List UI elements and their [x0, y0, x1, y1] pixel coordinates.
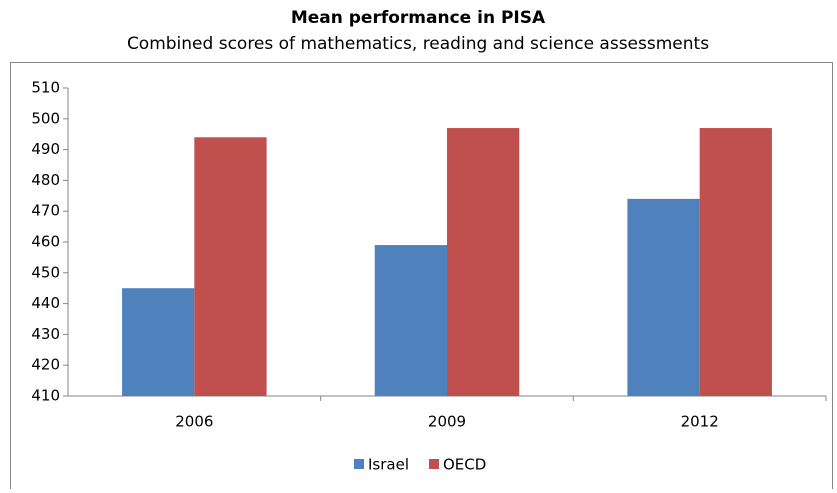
y-tick-label: 470 [31, 202, 60, 220]
y-tick-label: 440 [31, 294, 60, 312]
y-tick-label: 460 [31, 233, 60, 251]
y-tick-label: 490 [31, 140, 60, 158]
y-tick-label: 450 [31, 263, 60, 281]
y-tick-label: 510 [31, 79, 60, 97]
bar [374, 245, 447, 396]
legend-swatch [429, 459, 439, 469]
x-tick-label: 2012 [681, 413, 719, 431]
bar [447, 128, 520, 397]
legend-label: Israel [368, 456, 409, 474]
y-tick-label: 480 [31, 171, 60, 189]
bar [122, 288, 195, 396]
chart-subtitle: Combined scores of mathematics, reading … [127, 34, 709, 54]
bar [699, 128, 772, 397]
y-tick-label: 420 [31, 356, 60, 374]
y-tick-label: 500 [31, 109, 60, 127]
x-tick-label: 2006 [175, 413, 213, 431]
y-tick-label: 430 [31, 325, 60, 343]
bar [627, 198, 700, 396]
bar [194, 137, 267, 396]
legend-label: OECD [443, 456, 486, 474]
legend-swatch [354, 459, 364, 469]
x-tick-label: 2009 [428, 413, 466, 431]
chart-title: Mean performance in PISA [291, 8, 546, 28]
y-tick-label: 410 [31, 387, 60, 405]
